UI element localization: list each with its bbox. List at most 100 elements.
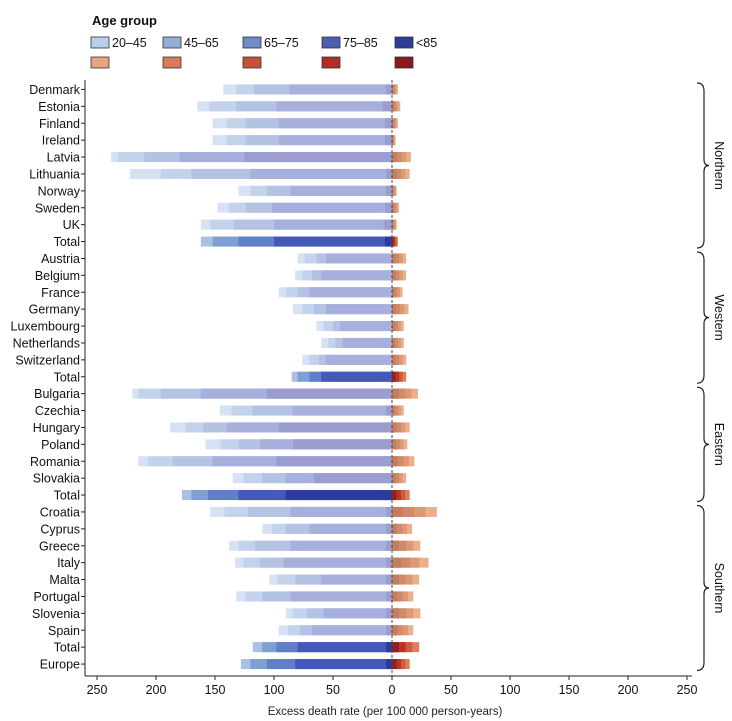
x-tick-label: 150 [205, 683, 226, 697]
bar-segment-positive [392, 219, 394, 230]
bar-segment-negative [292, 405, 392, 416]
bar-segment-positive [392, 557, 411, 568]
bar-segment-positive [392, 506, 415, 517]
legend-title: Age group [92, 13, 157, 28]
x-tick-label: 50 [444, 683, 458, 697]
bar-segment-negative [384, 236, 392, 247]
bar-segment-negative [276, 456, 392, 467]
bar-segment-negative [311, 625, 392, 636]
x-tick-label: 150 [559, 683, 580, 697]
bar-segment-positive [392, 287, 395, 298]
legend-label: <85 [416, 36, 437, 50]
legend-label: 75–85 [343, 36, 378, 50]
row-label: Ireland [42, 134, 80, 148]
bar-segment-negative [386, 523, 392, 534]
bar-segment-negative [386, 185, 392, 196]
bar-segment-positive [392, 625, 398, 636]
row-label: Estonia [38, 100, 80, 114]
row-label: Italy [57, 556, 81, 570]
bar-segment-positive [392, 439, 396, 450]
bar-segment-negative [289, 84, 392, 95]
bar-segment-positive [392, 540, 407, 551]
bar-segment-negative [295, 659, 392, 670]
legend-label: 20–45 [112, 36, 147, 50]
row-label: Hungary [33, 421, 81, 435]
row-label: Total [54, 489, 80, 503]
bar-segment-negative [321, 371, 392, 382]
bar-segment-negative [266, 388, 392, 399]
row-label: Poland [41, 438, 80, 452]
bar-segment-negative [386, 473, 392, 484]
bar-segment-positive [392, 101, 395, 112]
x-tick-label: 200 [146, 683, 167, 697]
bar-segment-positive [392, 168, 397, 179]
legend-swatch-blue [162, 36, 182, 49]
bar-segment-negative [297, 642, 392, 653]
bar-segment-negative [290, 506, 392, 517]
bar-segment-negative [386, 388, 392, 399]
bar-segment-negative [285, 490, 392, 501]
group-label: Eastern [712, 423, 726, 466]
bar-segment-positive [392, 422, 397, 433]
bar-segment-positive [392, 523, 398, 534]
bar-segment-negative [278, 135, 392, 146]
bar-segment-negative [386, 642, 392, 653]
legend-swatch-blue [394, 36, 414, 49]
bar-segment-positive [392, 371, 396, 382]
row-label: Cyprus [40, 522, 80, 536]
bar-segment-positive [392, 659, 397, 670]
row-label: Spain [48, 624, 80, 638]
bar-segment-positive [392, 490, 397, 501]
row-label: Luxembourg [11, 320, 81, 334]
legend-label: 65–75 [264, 36, 299, 50]
bar-segment-negative [325, 304, 392, 315]
bar-segment-positive [392, 321, 395, 332]
row-label: Germany [29, 303, 81, 317]
bar-segment-positive [392, 152, 397, 163]
bar-segment-positive [392, 388, 399, 399]
bar-segment-positive [392, 118, 394, 129]
row-label: Europe [40, 658, 80, 672]
bar-segment-negative [386, 405, 392, 416]
row-label: Czechia [35, 404, 80, 418]
bar-segment-negative [290, 185, 392, 196]
row-label: Denmark [29, 83, 80, 97]
row-label: Croatia [40, 505, 80, 519]
bar-segment-negative [384, 202, 392, 213]
bar-segment-negative [292, 439, 392, 450]
bar-segment-negative [386, 574, 392, 585]
row-label: Greece [39, 539, 80, 553]
bar-segment-negative [386, 659, 392, 670]
bar-segment-positive [392, 185, 394, 196]
row-label: Slovakia [33, 472, 80, 486]
bar-segment-positive [392, 354, 396, 365]
group-brackets: Northern Western Eastern Southern [696, 82, 726, 672]
bar-segment-positive [392, 591, 398, 602]
x-tick-label: 100 [264, 683, 285, 697]
bar-segment-negative [323, 608, 392, 619]
bar-segment-negative [383, 219, 392, 230]
x-tick-label: 0 [389, 683, 396, 697]
legend-swatch-blue [242, 36, 262, 49]
bar-segment-negative [386, 540, 392, 551]
bar-segment-positive [392, 456, 398, 467]
bar-segment-negative [386, 84, 392, 95]
bar-segment-negative [290, 540, 392, 551]
row-label: Finland [39, 117, 80, 131]
bar-segment-negative [386, 591, 392, 602]
row-label: Sweden [35, 201, 80, 215]
row-labels: Denmark Estonia Finland Ireland Latvia Lithua… [11, 83, 81, 672]
row-label: Latvia [47, 151, 80, 165]
row-label: France [41, 286, 80, 300]
bar-segment-positive [392, 642, 399, 653]
bar-segment-positive [392, 608, 400, 619]
bar-segment-negative [314, 473, 392, 484]
legend-swatch-red [394, 56, 414, 69]
row-label: Total [54, 641, 80, 655]
bar-segment-negative [321, 574, 392, 585]
row-label: Romania [30, 455, 80, 469]
x-tick-label: 50 [326, 683, 340, 697]
bar-segment-positive [392, 608, 407, 619]
row-label: Total [54, 235, 80, 249]
